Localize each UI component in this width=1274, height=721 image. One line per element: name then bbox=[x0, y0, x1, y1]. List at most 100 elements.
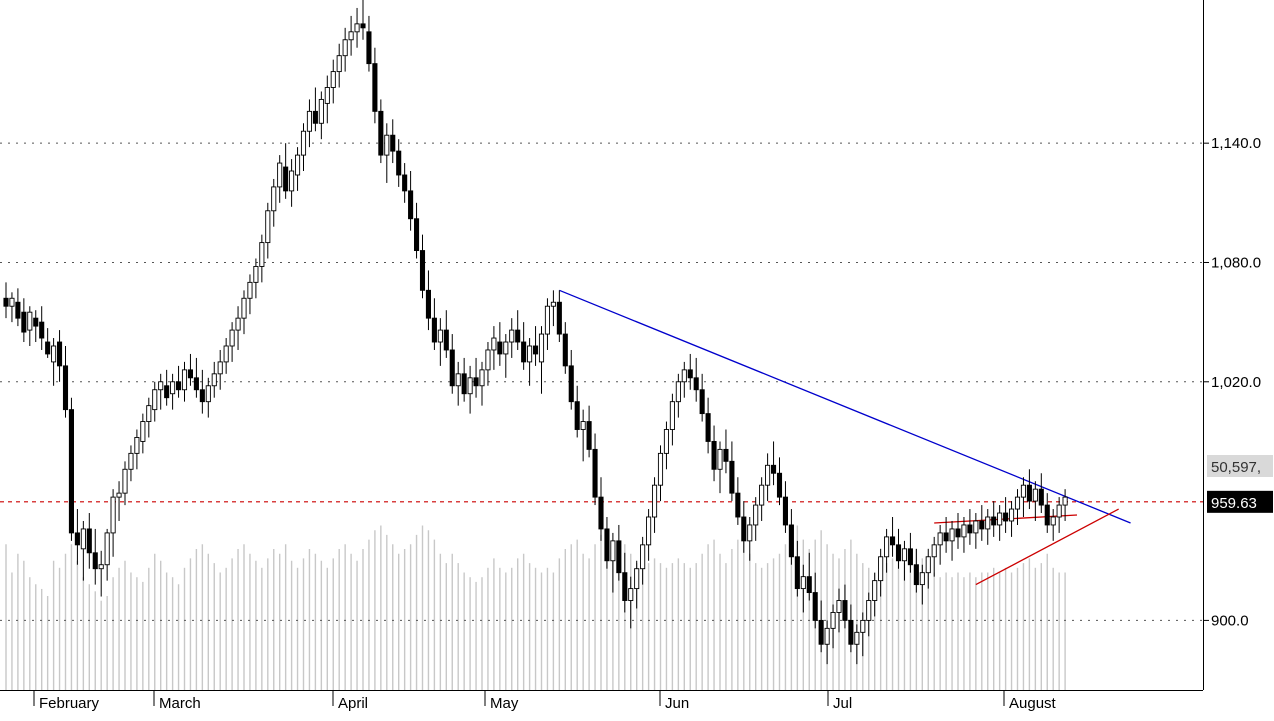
candle-body bbox=[580, 421, 586, 430]
candle bbox=[247, 274, 253, 315]
candle-body bbox=[175, 381, 182, 391]
candle bbox=[806, 552, 812, 601]
candle-body bbox=[27, 311, 33, 331]
candle bbox=[1009, 501, 1015, 537]
candle-body bbox=[1044, 504, 1050, 526]
candle bbox=[158, 373, 164, 410]
candle bbox=[973, 513, 979, 549]
candle-body bbox=[455, 373, 461, 387]
candle bbox=[253, 258, 259, 299]
candle bbox=[640, 536, 646, 585]
candle-body bbox=[812, 592, 818, 621]
candle-body bbox=[408, 190, 414, 220]
candle bbox=[943, 517, 949, 553]
candle-body bbox=[443, 329, 449, 351]
candle-body bbox=[98, 564, 104, 570]
candle bbox=[776, 457, 783, 506]
candle bbox=[782, 481, 788, 533]
candle-body bbox=[277, 162, 283, 188]
candle-body bbox=[152, 389, 158, 411]
candle bbox=[717, 441, 723, 494]
candle-body bbox=[800, 576, 806, 590]
candle-body bbox=[431, 317, 437, 343]
candle-body bbox=[1003, 512, 1009, 522]
x-tick-label: April bbox=[338, 695, 368, 712]
candle-body bbox=[878, 556, 884, 582]
candle-body bbox=[663, 429, 669, 454]
candle-body bbox=[961, 524, 967, 538]
candle bbox=[277, 155, 283, 203]
candle bbox=[1003, 497, 1009, 533]
candle-body bbox=[705, 413, 711, 442]
candle-body bbox=[538, 333, 545, 363]
candle bbox=[217, 349, 223, 390]
candle-body bbox=[669, 401, 675, 430]
candle bbox=[753, 497, 759, 541]
candle-body bbox=[503, 341, 509, 355]
candle-body bbox=[544, 305, 550, 335]
candle-body bbox=[336, 55, 342, 73]
candle-body bbox=[509, 329, 515, 343]
candle-body bbox=[348, 31, 354, 41]
candle-body bbox=[562, 333, 568, 367]
candle bbox=[836, 588, 842, 633]
candle bbox=[223, 338, 229, 374]
candle bbox=[1020, 477, 1026, 518]
candle-body bbox=[110, 496, 116, 534]
candle-body bbox=[372, 63, 378, 112]
candle-body bbox=[265, 210, 271, 244]
candle bbox=[330, 59, 336, 104]
candle-body bbox=[241, 297, 247, 319]
candle bbox=[39, 306, 45, 350]
candle-body bbox=[414, 218, 420, 251]
y-tick-label: 1,020.0 bbox=[1211, 374, 1261, 391]
candle bbox=[586, 405, 592, 458]
candle bbox=[425, 270, 432, 331]
candle bbox=[693, 357, 699, 402]
candle-body bbox=[419, 250, 426, 291]
candle bbox=[414, 202, 420, 259]
candle-body bbox=[985, 516, 991, 530]
candle bbox=[895, 528, 902, 569]
candle bbox=[574, 385, 580, 438]
trendline bbox=[975, 508, 1119, 586]
candle bbox=[854, 624, 860, 665]
candle-body bbox=[193, 377, 199, 391]
candle bbox=[925, 548, 931, 589]
y-tick-label: 1,080.0 bbox=[1211, 254, 1261, 271]
candle bbox=[342, 27, 348, 72]
candle bbox=[431, 298, 437, 350]
candle bbox=[824, 620, 830, 665]
candle bbox=[527, 338, 533, 386]
candle bbox=[652, 477, 658, 533]
candle bbox=[509, 318, 515, 358]
candle bbox=[1050, 509, 1056, 541]
candle bbox=[991, 501, 997, 537]
candle bbox=[1038, 473, 1044, 514]
candle bbox=[15, 288, 21, 327]
candle bbox=[449, 334, 455, 394]
candle bbox=[681, 361, 687, 398]
candle bbox=[122, 461, 128, 506]
candle bbox=[3, 282, 9, 319]
candle bbox=[729, 441, 735, 502]
candle-body bbox=[652, 484, 658, 518]
candle bbox=[289, 159, 295, 207]
candle bbox=[27, 306, 33, 346]
candle bbox=[378, 99, 384, 164]
candle-body bbox=[872, 580, 878, 601]
candle-body bbox=[92, 552, 98, 570]
candle-body bbox=[973, 520, 979, 534]
candle bbox=[610, 532, 616, 593]
candle-body bbox=[776, 472, 783, 498]
candle-body bbox=[782, 496, 788, 526]
candle bbox=[533, 326, 539, 366]
candle-body bbox=[515, 329, 521, 343]
candle-body bbox=[134, 437, 140, 454]
candle-body bbox=[229, 329, 235, 347]
candle bbox=[51, 338, 57, 386]
candle bbox=[318, 91, 324, 140]
candle-body bbox=[122, 468, 128, 494]
candle-body bbox=[967, 524, 973, 534]
